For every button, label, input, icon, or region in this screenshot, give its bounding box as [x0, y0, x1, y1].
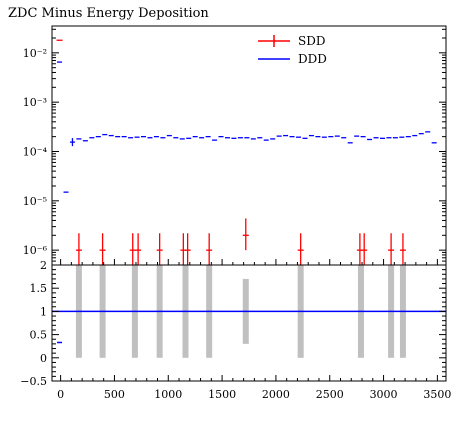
legend-ddd-label: DDD: [298, 52, 327, 66]
ratio-y-tick-label: −0.5: [20, 375, 47, 388]
x-tick-label: 3000: [370, 388, 398, 401]
x-tick-label: 3500: [423, 388, 451, 401]
legend: SDD DDD: [258, 34, 327, 66]
ddd-series: [57, 61, 437, 193]
x-tick-label: 2500: [316, 388, 344, 401]
ratio-y-tick-label: 2: [40, 259, 47, 272]
y-tick-label: 10⁻⁴: [23, 145, 48, 158]
ratio-y-tick-label: 1: [40, 305, 47, 318]
sdd-series: [56, 39, 406, 265]
chart-title: ZDC Minus Energy Deposition: [8, 6, 209, 21]
x-tick-label: 1500: [208, 388, 236, 401]
x-tick-label: 500: [104, 388, 125, 401]
axes: 0 500 1000 1500 2000 2500 3000 3500 10⁻⁶ 10⁻⁵ 10⁻⁴…: [20, 28, 451, 401]
x-tick-label: 0: [57, 388, 64, 401]
top-panel-frame: [51, 25, 447, 266]
y-tick-label: 10⁻⁶: [23, 244, 48, 257]
y-tick-label: 10⁻⁵: [23, 195, 47, 208]
y-tick-label: 10⁻²: [23, 47, 47, 60]
ratio-y-tick-label: 0.5: [30, 329, 48, 342]
y-tick-label: 10⁻³: [23, 96, 47, 109]
x-tick-label: 2000: [262, 388, 290, 401]
ratio-y-tick-label: 0: [40, 352, 47, 365]
x-tick-label: 1000: [154, 388, 182, 401]
ratio-y-tick-label: 1.5: [30, 282, 48, 295]
ratio-panel-frame: [51, 264, 447, 382]
legend-sdd-label: SDD: [298, 34, 325, 48]
